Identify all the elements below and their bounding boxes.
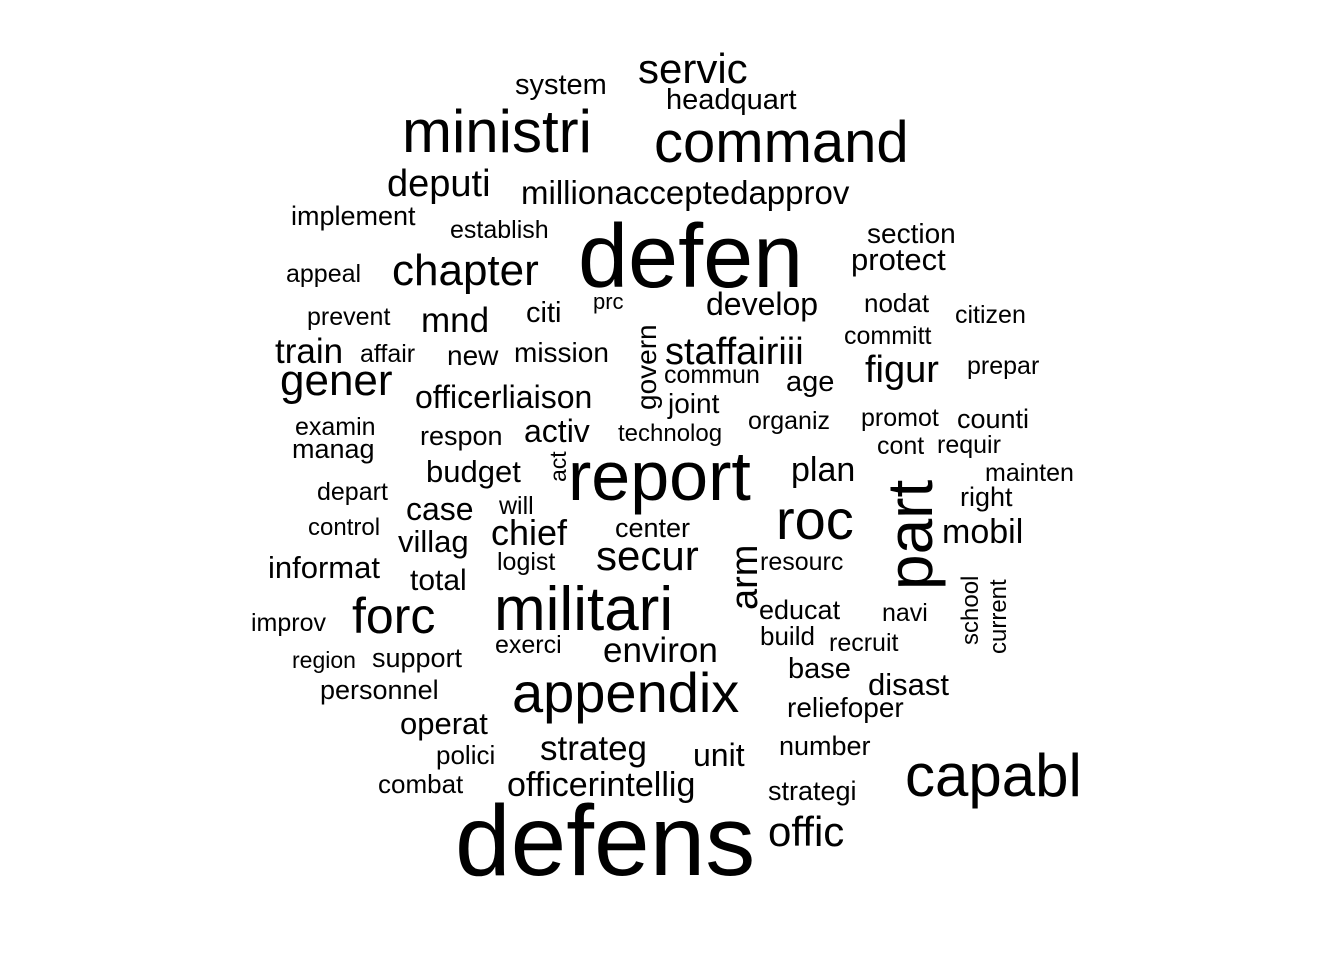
word-unit: unit [693, 737, 745, 773]
word-examin: examin [295, 413, 376, 441]
word-environ: environ [603, 631, 718, 670]
word-informat: informat [268, 550, 380, 585]
word-resourc: resourc [760, 548, 843, 576]
word-counti: counti [957, 404, 1029, 434]
word-build: build [760, 621, 815, 651]
word-prc: prc [593, 289, 624, 314]
word-combat: combat [378, 769, 464, 799]
word-respon: respon [420, 421, 503, 451]
word-navi: navi [882, 599, 928, 627]
word-staffairiii: staffairiii [665, 331, 804, 373]
word-current: current [985, 579, 1012, 654]
word-base: base [788, 653, 851, 685]
word-mission: mission [514, 337, 609, 368]
word-control: control [308, 514, 380, 541]
word-report: report [568, 437, 751, 515]
word-prevent: prevent [307, 303, 390, 331]
word-servic: servic [638, 45, 748, 92]
word-appendix: appendix [512, 661, 739, 724]
word-act: act [545, 451, 571, 482]
word-technolog: technolog [618, 420, 722, 447]
word-chapter: chapter [392, 246, 539, 295]
word-center: center [615, 513, 690, 543]
word-appeal: appeal [286, 260, 361, 288]
word-will: will [498, 492, 534, 520]
word-strategi: strategi [768, 776, 857, 806]
word-protect: protect [851, 242, 946, 277]
word-polici: polici [436, 740, 495, 770]
word-joint: joint [667, 388, 720, 419]
word-roc: roc [776, 488, 854, 551]
word-gener: gener [280, 356, 393, 405]
word-cont: cont [877, 432, 924, 460]
word-defens: defens [455, 785, 755, 897]
word-disast: disast [868, 667, 949, 702]
word-logist: logist [497, 548, 555, 576]
word-plan: plan [791, 451, 855, 489]
word-personnel: personnel [320, 675, 439, 705]
word-new: new [447, 340, 499, 371]
word-reliefoper: reliefoper [787, 692, 904, 723]
word-prepar: prepar [967, 352, 1039, 380]
word-affair: affair [360, 340, 415, 368]
word-activ: activ [524, 413, 590, 449]
word-chief: chief [491, 512, 568, 553]
word-promot: promot [861, 404, 939, 432]
word-citizen: citizen [955, 301, 1026, 329]
word-nodat: nodat [864, 288, 930, 318]
word-total: total [410, 564, 467, 597]
word-ministri: ministri [402, 98, 592, 165]
word-forc: forc [352, 588, 435, 644]
word-headquart: headquart [666, 84, 797, 116]
word-part: part [874, 480, 946, 591]
word-command: command [654, 110, 909, 175]
word-educat: educat [759, 595, 841, 625]
word-citi: citi [526, 297, 561, 329]
word-implement: implement [291, 201, 416, 231]
word-govern: govern [631, 324, 662, 410]
word-commun: commun [664, 361, 760, 389]
word-arm: arm [724, 545, 766, 610]
word-millionacceptedapprov: millionacceptedapprov [521, 174, 850, 211]
word-mobil: mobil [942, 513, 1023, 551]
word-organiz: organiz [748, 407, 830, 435]
word-support: support [372, 643, 463, 673]
word-deputi: deputi [387, 163, 491, 205]
word-region: region [292, 647, 356, 673]
word-villag: villag [398, 524, 469, 559]
word-establish: establish [450, 216, 549, 244]
word-capabl: capabl [905, 742, 1082, 809]
word-requir: requir [937, 431, 1001, 459]
word-develop: develop [706, 286, 818, 322]
word-depart: depart [317, 478, 388, 506]
word-system: system [515, 69, 607, 101]
word-strateg: strateg [540, 729, 647, 768]
word-school: school [957, 576, 984, 645]
word-officerintellig: officerintellig [507, 766, 695, 804]
word-improv: improv [251, 609, 327, 637]
word-manag: manag [292, 434, 375, 464]
word-secur: secur [596, 532, 699, 579]
word-case: case [406, 491, 474, 527]
word-committ: committ [844, 322, 932, 350]
word-mnd: mnd [421, 301, 489, 340]
word-right: right [960, 482, 1013, 512]
word-recruit: recruit [829, 629, 899, 657]
word-operat: operat [400, 706, 488, 741]
word-mainten: mainten [985, 459, 1074, 487]
word-train: train [275, 332, 343, 371]
word-age: age [786, 366, 834, 398]
word-officerliaison: officerliaison [415, 379, 592, 415]
word-defen: defen [578, 207, 803, 307]
word-offic: offic [768, 808, 844, 855]
word-number: number [779, 731, 871, 761]
word-figur: figur [865, 349, 939, 391]
word-militari: militari [494, 575, 673, 644]
word-exerci: exerci [495, 631, 562, 659]
word-section: section [867, 218, 956, 249]
word-budget: budget [426, 454, 521, 489]
